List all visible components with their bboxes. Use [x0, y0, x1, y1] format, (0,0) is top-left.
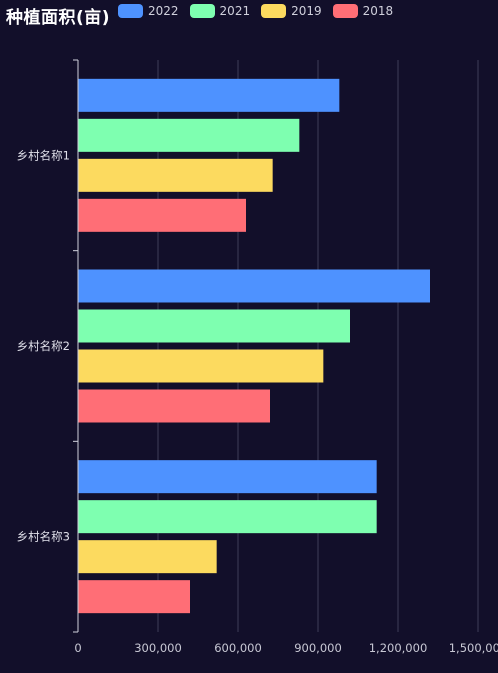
legend-label: 2019 [291, 4, 322, 18]
bar-2021-3 [78, 500, 377, 534]
bar-2019-1 [78, 158, 273, 192]
legend-swatch [118, 4, 143, 18]
x-tick-label: 1,500,000 [449, 641, 498, 655]
category-label: 乡村名称2 [17, 339, 70, 353]
legend-item-2019[interactable]: 2019 [261, 4, 322, 18]
legend-item-2021[interactable]: 2021 [189, 4, 251, 18]
bar-2019-2 [78, 349, 324, 383]
bar-2022-1 [78, 78, 340, 112]
legend-swatch [189, 4, 215, 18]
chart-title: 种植面积(亩) [6, 8, 111, 28]
bar-2018-2 [78, 389, 270, 423]
category-label: 乡村名称3 [17, 530, 70, 544]
x-tick-label: 900,000 [294, 641, 342, 655]
x-tick-label: 300,000 [134, 641, 182, 655]
bar-2021-1 [78, 118, 300, 152]
legend-swatch [261, 4, 287, 18]
bar-2022-3 [78, 460, 377, 494]
legend-swatch [332, 4, 358, 18]
x-tick-label: 0 [74, 641, 81, 655]
category-label: 乡村名称1 [17, 148, 70, 162]
legend-label: 2022 [148, 4, 179, 18]
bar-2021-2 [78, 309, 350, 343]
legend-label: 2021 [219, 4, 251, 18]
bar-2022-2 [78, 269, 430, 303]
bar-2018-3 [78, 580, 190, 614]
legend-item-2022[interactable]: 2022 [118, 4, 179, 18]
bar-2019-3 [78, 540, 217, 574]
x-tick-label: 1,200,000 [369, 641, 428, 655]
bar-2018-1 [78, 198, 246, 232]
legend-item-2018[interactable]: 2018 [332, 4, 394, 18]
legend-label: 2018 [362, 4, 394, 18]
chart-legend: 2022 2021 2019 2018 [118, 4, 404, 18]
x-tick-label: 600,000 [214, 641, 262, 655]
